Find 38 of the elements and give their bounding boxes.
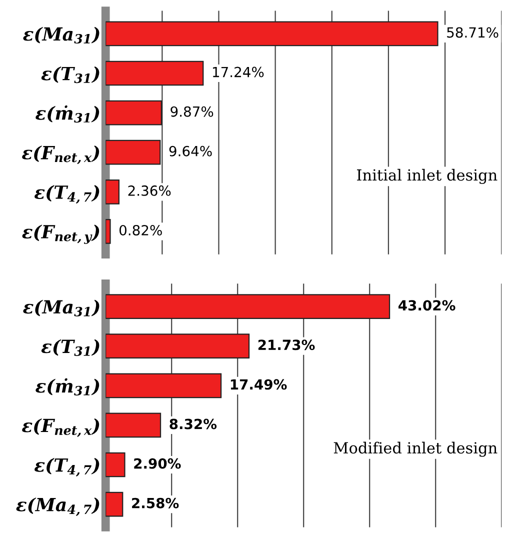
bar xyxy=(106,452,126,478)
data-label: 0.82% xyxy=(119,224,162,236)
y-tick-label: ε(Ma$_{31}$) xyxy=(23,26,100,44)
bar xyxy=(106,21,438,46)
data-label: 21.73% xyxy=(258,340,315,350)
annotation: Initial inlet design xyxy=(357,168,498,184)
data-label: 58.71% xyxy=(447,27,498,38)
bar xyxy=(106,60,204,86)
bar xyxy=(106,294,390,319)
bar xyxy=(106,412,162,438)
y-tick-label: ε(Ma$_{31}$) xyxy=(23,300,100,316)
bar xyxy=(106,492,124,517)
data-label: 9.64% xyxy=(169,146,212,156)
y-tick-label: ε(ṁ$_{31}$) xyxy=(36,105,100,123)
bar xyxy=(106,179,120,204)
y-tick-label: ε(T$_{31}$) xyxy=(41,66,100,84)
data-label: 17.24% xyxy=(212,66,264,78)
y-tick-label: ε(F$_{net,x}$) xyxy=(22,418,100,437)
bar xyxy=(106,334,250,359)
data-label: 43.02% xyxy=(398,300,456,311)
y-tick-label: ε(T$_{4,7}$) xyxy=(34,185,100,204)
data-label: 8.32% xyxy=(170,418,217,430)
bar xyxy=(106,100,162,126)
data-label: 2.58% xyxy=(132,498,179,508)
data-label: 2.36% xyxy=(128,185,171,196)
data-label: 17.49% xyxy=(230,379,287,390)
bar xyxy=(106,373,222,398)
y-tick-label: ε(ṁ$_{31}$) xyxy=(36,378,100,396)
y-tick-label: ε(F$_{net,y}$) xyxy=(22,224,100,244)
data-label: 9.87% xyxy=(170,106,214,117)
y-tick-label: ε(T$_{4,7}$) xyxy=(34,458,100,477)
bar xyxy=(106,219,111,244)
annotation: Modified inlet design xyxy=(334,442,498,457)
data-label: 2.90% xyxy=(134,458,181,469)
y-tick-label: ε(T$_{31}$) xyxy=(41,339,100,356)
y-tick-label: ε(F$_{net,x}$) xyxy=(22,145,100,164)
y-tick-label: ε(Ma$_{4,7}$) xyxy=(16,497,100,516)
bar xyxy=(106,140,161,165)
